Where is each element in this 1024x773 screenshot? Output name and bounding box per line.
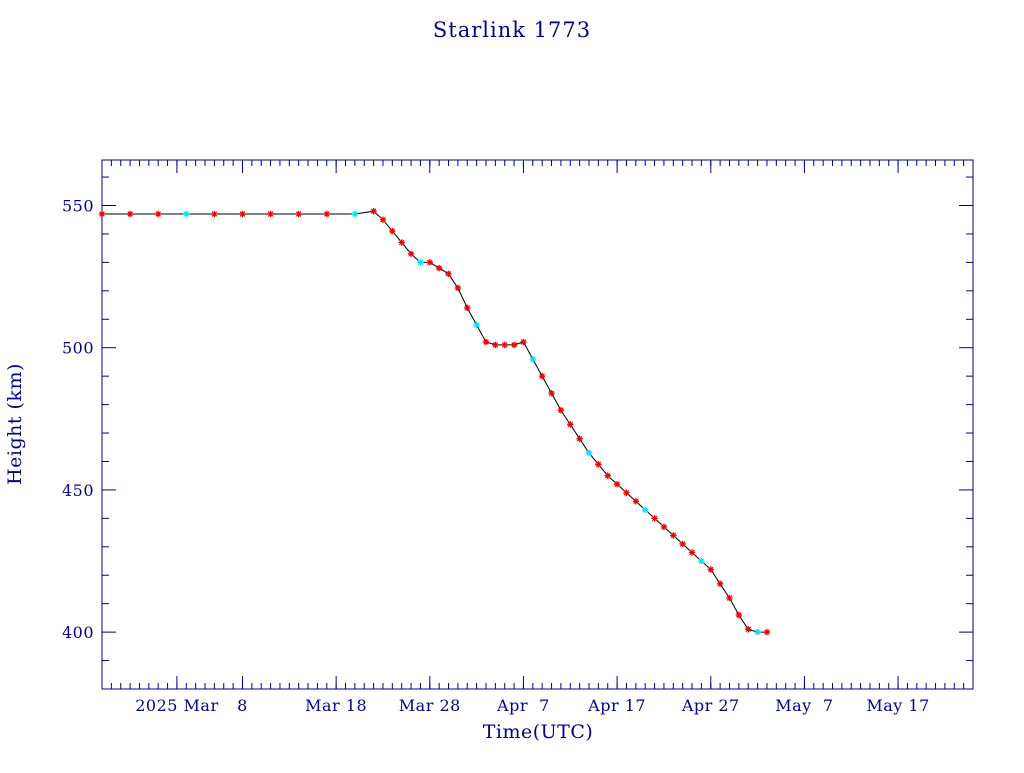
data-point — [126, 210, 134, 218]
data-point — [670, 532, 677, 539]
data-point — [510, 341, 518, 349]
data-point — [398, 239, 405, 246]
data-point — [604, 472, 611, 479]
data-point — [613, 481, 621, 488]
y-tick-label: 400 — [62, 623, 94, 642]
data-point — [445, 270, 452, 277]
data-point — [557, 407, 565, 414]
data-point — [154, 210, 162, 218]
data-point — [98, 210, 106, 218]
y-tick-label: 550 — [62, 197, 94, 216]
data-point — [492, 341, 499, 349]
data-point — [726, 594, 733, 602]
x-tick-label: May 17 — [866, 696, 929, 715]
data-point — [379, 216, 387, 223]
data-markers — [98, 207, 771, 636]
plot-frame — [101, 159, 974, 690]
y-tick-label: 450 — [62, 481, 94, 500]
data-point — [323, 210, 330, 218]
data-point — [407, 250, 415, 258]
data-point — [567, 421, 574, 428]
data-point — [239, 210, 246, 218]
data-point — [707, 566, 714, 573]
data-point — [435, 264, 443, 272]
y-axis-label: Height (km) — [4, 363, 26, 485]
data-point — [482, 338, 490, 346]
data-point — [660, 523, 668, 531]
data-point — [501, 341, 508, 349]
data-point — [745, 626, 752, 633]
data-point — [698, 557, 705, 565]
data-point — [576, 435, 583, 442]
data-point — [754, 628, 761, 636]
data-point — [735, 611, 743, 619]
data-point — [464, 304, 471, 312]
data-point — [520, 338, 527, 346]
x-tick-label: 2025 Mar — [135, 696, 218, 715]
data-point — [716, 580, 724, 587]
data-point — [688, 549, 696, 556]
data-point — [417, 259, 424, 266]
data-point — [595, 461, 602, 468]
data-line — [102, 210, 767, 633]
data-point — [763, 628, 771, 636]
x-tick-label: Apr 7 — [496, 696, 550, 715]
x-tick-label: 8 — [237, 696, 248, 715]
x-tick-label: Apr 17 — [587, 696, 646, 715]
x-tick-label: Mar 18 — [305, 696, 367, 715]
data-point — [295, 210, 302, 218]
data-point — [183, 210, 190, 218]
data-point — [529, 355, 537, 363]
data-point — [679, 540, 686, 548]
data-point — [548, 390, 555, 397]
data-point — [267, 210, 274, 218]
data-point — [632, 498, 640, 505]
data-point — [651, 515, 658, 522]
x-axis-label: Time(UTC) — [483, 721, 594, 743]
data-point — [623, 489, 630, 496]
height-line — [102, 210, 767, 633]
chart-title: Starlink 1773 — [433, 18, 591, 42]
x-tick-label: Mar 28 — [399, 696, 461, 715]
data-point — [389, 227, 396, 235]
x-tick-label: May 7 — [775, 696, 833, 715]
data-point — [473, 321, 480, 329]
data-point — [538, 372, 546, 380]
x-tick-label: Apr 27 — [681, 696, 740, 715]
data-point — [351, 210, 359, 218]
axis-ticks: 400 450 500 550 2025 Mar 8 Mar 18 Mar 28 Apr 7 Ap… — [62, 160, 973, 715]
y-tick-label: 500 — [62, 339, 94, 358]
data-point — [454, 284, 462, 292]
data-point — [426, 259, 433, 266]
data-point — [642, 506, 649, 514]
data-point — [211, 210, 218, 218]
data-point — [370, 207, 377, 215]
data-point — [585, 449, 593, 457]
